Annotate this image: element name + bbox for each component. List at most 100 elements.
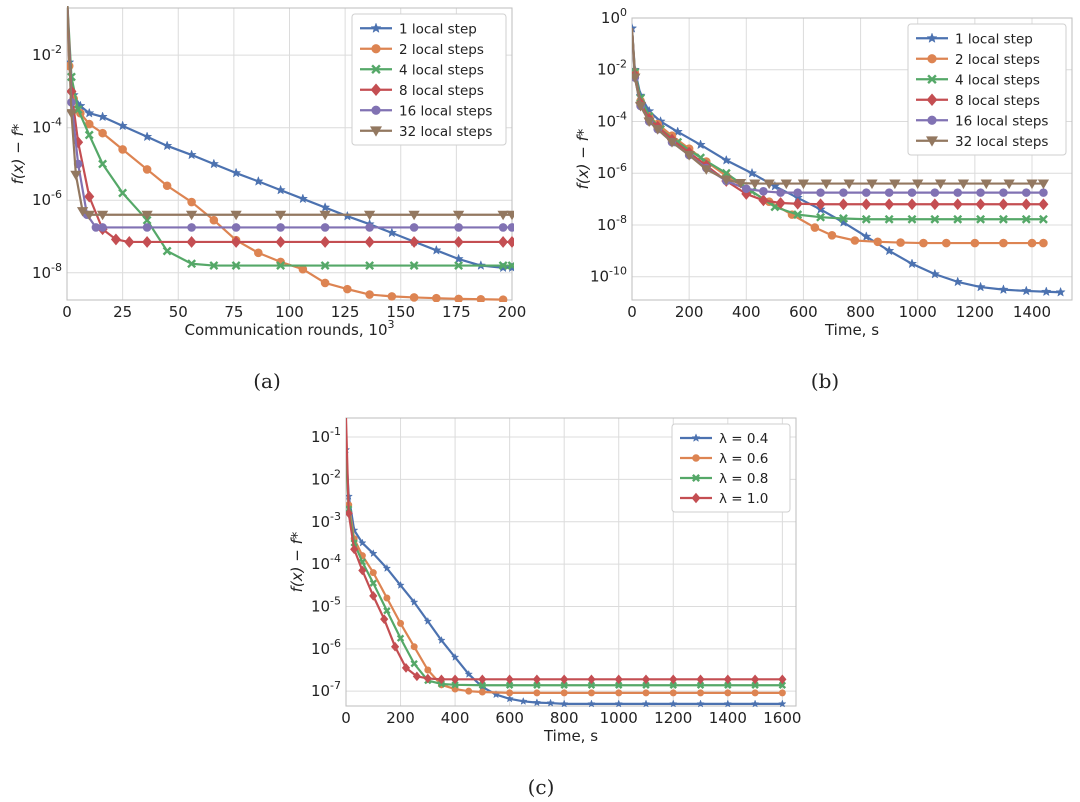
legend-swatch-marker — [927, 54, 937, 64]
data-point-lambda-0-4 — [423, 616, 433, 625]
data-point-8-local-steps — [506, 236, 514, 248]
data-point-32-local-steps — [96, 210, 109, 221]
x-tick-label: 175 — [442, 303, 471, 321]
data-point-2-local-steps — [118, 145, 127, 154]
legend-label: 4 local steps — [955, 72, 1040, 88]
data-point-2-local-steps — [209, 215, 219, 225]
legend-item-32-local-steps: 32 local steps — [360, 124, 492, 140]
data-point-4-local-steps — [953, 214, 963, 224]
data-point-lambda-0-6 — [642, 689, 650, 697]
data-point-8-local-steps — [498, 236, 509, 248]
data-point-lambda-1-0 — [346, 508, 353, 519]
data-point-16-local-steps — [365, 223, 374, 232]
tick-base: 10 — [597, 61, 616, 79]
data-point-lambda-0-6 — [615, 689, 623, 697]
data-point-lambda-0-8 — [383, 607, 391, 615]
x-tick-label: 150 — [386, 303, 415, 321]
x-tick-label: 0 — [62, 303, 72, 321]
data-point-lambda-0-8 — [696, 681, 705, 689]
data-point-lambda-1-0 — [723, 674, 732, 685]
data-point-4-local-steps — [998, 214, 1008, 224]
x-axis-label-superscript: 3 — [387, 318, 394, 331]
legend-swatch-marker — [692, 454, 700, 462]
legend-label: 2 local steps — [399, 42, 484, 58]
data-point-8-local-steps — [758, 194, 769, 207]
data-point-lambda-0-8 — [410, 659, 418, 668]
data-point-lambda-0-6 — [397, 619, 405, 627]
y-tick-label: 10-2 — [32, 43, 62, 64]
data-point-4-local-steps — [98, 159, 108, 169]
data-point-lambda-1-0 — [560, 674, 569, 685]
data-point-8-local-steps — [124, 236, 135, 248]
y-tick-label: 10-4 — [597, 109, 627, 130]
data-point-1-local-step — [84, 107, 95, 118]
data-point-1-local-step — [297, 193, 309, 204]
data-point-lambda-0-8 — [396, 634, 405, 642]
data-point-32-local-steps — [889, 179, 901, 190]
legend-swatch-marker — [370, 83, 382, 97]
data-point-4-local-steps — [816, 212, 826, 222]
y-axis-label: f(x) − f* — [288, 531, 306, 592]
data-point-2-local-steps — [320, 278, 330, 288]
y-tick-label: 100 — [601, 6, 627, 27]
data-point-lambda-0-8 — [478, 681, 487, 689]
data-point-16-local-steps — [839, 188, 848, 197]
tick-base: 10 — [311, 640, 330, 658]
data-point-4-local-steps — [976, 214, 986, 224]
plot-frame — [631, 17, 1073, 301]
legend-label: 1 local step — [399, 21, 477, 37]
legend-item-1-local-step: 1 local step — [360, 21, 477, 37]
data-point-lambda-1-0 — [390, 641, 400, 652]
data-point-lambda-0-4 — [587, 699, 596, 708]
data-point-8-local-steps — [186, 236, 197, 248]
legend-swatch-marker — [927, 115, 937, 125]
data-point-32-local-steps — [274, 210, 287, 221]
data-point-16-local-steps — [187, 223, 196, 232]
data-point-32-local-steps — [720, 175, 732, 186]
data-point-lambda-0-4 — [532, 698, 542, 707]
data-point-lambda-0-6 — [533, 689, 541, 697]
tick-exponent: -10 — [609, 265, 627, 278]
data-point-1-local-step — [453, 253, 464, 264]
legend-swatch-marker — [926, 93, 938, 107]
data-point-16-local-steps — [142, 223, 152, 232]
tick-exponent: -7 — [330, 679, 341, 692]
x-tick-label: 400 — [732, 303, 761, 321]
x-tick-label: 1400 — [1013, 303, 1051, 321]
data-point-1-local-step — [721, 154, 732, 165]
y-tick-label: 10-7 — [311, 679, 341, 700]
data-point-16-local-steps — [320, 223, 330, 232]
tick-base: 10 — [32, 119, 51, 137]
data-point-lambda-0-4 — [396, 580, 405, 589]
data-point-lambda-0-4 — [614, 699, 623, 708]
y-tick-label: 10-6 — [32, 188, 62, 209]
y-tick-label: 10-2 — [597, 58, 627, 79]
legend-label: 1 local step — [955, 31, 1033, 47]
data-point-32-local-steps — [912, 179, 924, 190]
x-tick-label: 200 — [498, 303, 527, 321]
data-point-16-local-steps — [884, 188, 894, 197]
data-point-4-local-steps — [793, 210, 803, 220]
data-point-lambda-0-6 — [410, 643, 418, 651]
data-point-2-local-steps — [1039, 238, 1048, 248]
data-point-lambda-0-8 — [724, 681, 732, 689]
data-point-1-local-step — [1021, 285, 1032, 296]
legend-swatch-marker — [370, 126, 382, 137]
data-point-1-local-step — [746, 167, 758, 178]
data-point-16-local-steps — [507, 223, 514, 232]
data-point-lambda-1-0 — [401, 663, 411, 673]
data-point-2-local-steps — [896, 238, 905, 247]
legend-item-4-local-steps: 4 local steps — [360, 62, 484, 78]
x-tick-label: 1200 — [654, 709, 692, 727]
data-point-lambda-0-4 — [505, 694, 514, 703]
data-point-16-local-steps — [409, 223, 419, 232]
data-point-lambda-0-6 — [669, 689, 677, 697]
data-point-4-local-steps — [162, 246, 172, 256]
data-point-8-local-steps — [110, 233, 121, 246]
caption-a: (a) — [253, 369, 281, 393]
series-lambda-0-4 — [346, 445, 787, 708]
data-point-4-local-steps — [320, 261, 330, 270]
data-point-16-local-steps — [276, 223, 285, 232]
x-tick-label: 600 — [789, 303, 818, 321]
